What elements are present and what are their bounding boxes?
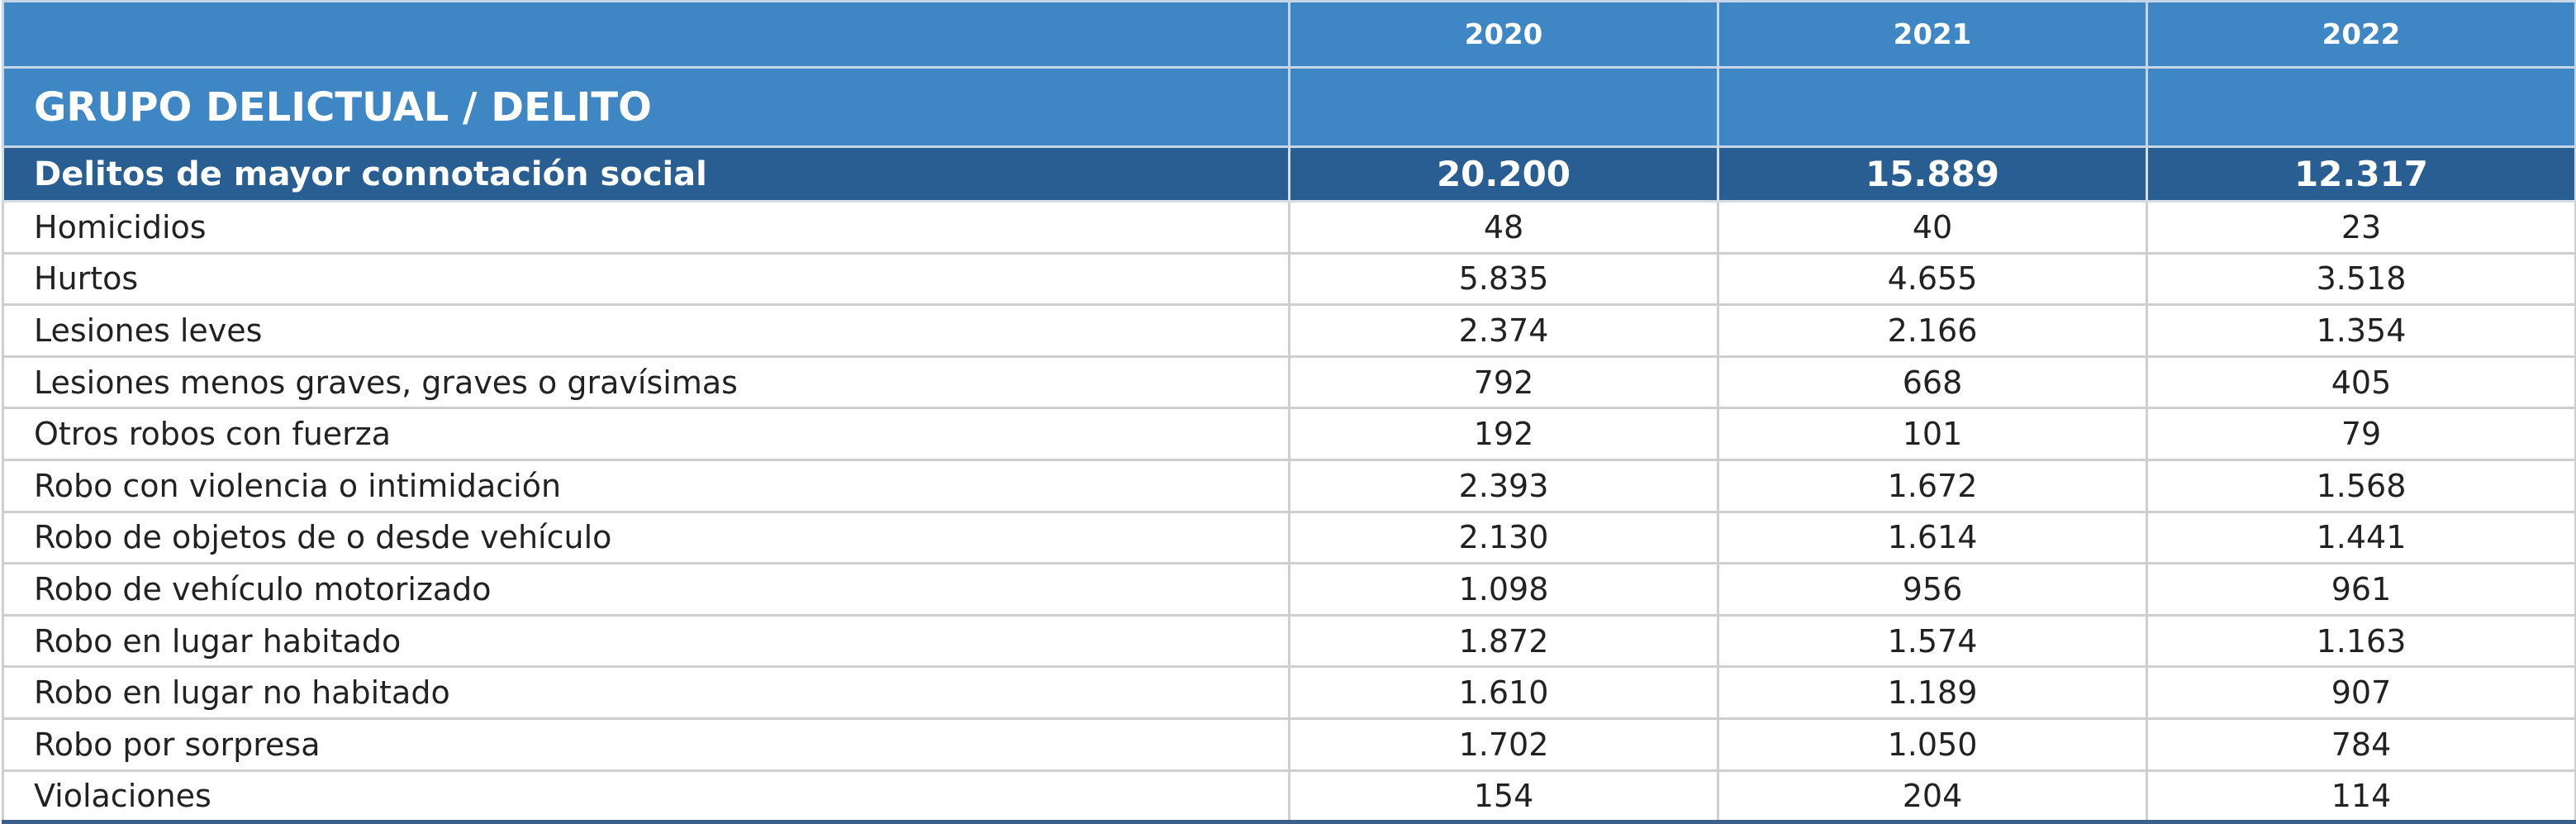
empty-header-cell [2,0,1290,69]
table-row: Hurtos 5.835 4.655 3.518 [2,251,2576,307]
table-row: Lesiones menos graves, graves o gravísim… [2,355,2576,410]
year-header-2020: 2020 [1288,0,1719,69]
group-header-spacer [2146,66,2576,148]
row-value-2022: 784 [2146,717,2576,772]
table-row: Violaciones 154 204 114 [2,769,2576,824]
table-row: Otros robos con fuerza 192 101 79 [2,407,2576,461]
year-header-row: 2020 2021 2022 [2,0,2576,69]
row-value-2020: 1.702 [1288,717,1719,772]
group-header-label: GRUPO DELICTUAL / DELITO [2,66,1290,148]
total-row: Delitos de mayor connotación social 20.2… [2,145,2576,202]
row-label: Lesiones menos graves, graves o gravísim… [2,355,1290,410]
table-row: Lesiones leves 2.374 2.166 1.354 [2,303,2576,358]
row-label: Robo en lugar habitado [2,613,1290,669]
row-label: Robo de vehículo motorizado [2,562,1290,617]
row-value-2022: 1.354 [2146,303,2576,358]
row-value-2020: 2.374 [1288,303,1719,358]
row-value-2020: 154 [1288,769,1719,824]
row-value-2020: 792 [1288,355,1719,410]
year-header-2022: 2022 [2146,0,2576,69]
table-row: Robo con violencia o intimidación 2.393 1.… [2,458,2576,513]
group-header-spacer [1717,66,2148,148]
row-value-2021: 40 [1717,200,2148,255]
total-row-label: Delitos de mayor connotación social [2,145,1290,202]
row-value-2022: 1.163 [2146,613,2576,669]
total-value-2020: 20.200 [1288,145,1719,202]
row-value-2021: 1.574 [1717,613,2148,669]
total-value-2021: 15.889 [1717,145,2148,202]
row-value-2021: 956 [1717,562,2148,617]
row-value-2022: 1.568 [2146,458,2576,513]
table-row: Homicidios 48 40 23 [2,200,2576,255]
row-value-2021: 1.050 [1717,717,2148,772]
table-row: Robo por sorpresa 1.702 1.050 784 [2,717,2576,772]
row-label: Hurtos [2,251,1290,307]
group-header-row: GRUPO DELICTUAL / DELITO [2,66,2576,148]
row-value-2020: 1.610 [1288,665,1719,720]
table-row: Robo en lugar no habitado 1.610 1.189 907 [2,665,2576,720]
row-value-2020: 1.872 [1288,613,1719,669]
row-label: Robo por sorpresa [2,717,1290,772]
table-row: Robo de vehículo motorizado 1.098 956 961 [2,562,2576,617]
row-value-2021: 1.189 [1717,665,2148,720]
row-label: Otros robos con fuerza [2,407,1290,461]
row-value-2020: 2.393 [1288,458,1719,513]
row-value-2021: 4.655 [1717,251,2148,307]
row-value-2021: 204 [1717,769,2148,824]
table-row: Robo de objetos de o desde vehículo 2.130… [2,510,2576,565]
year-header-2021: 2021 [1717,0,2148,69]
row-value-2021: 2.166 [1717,303,2148,358]
row-value-2022: 79 [2146,407,2576,461]
row-value-2021: 1.614 [1717,510,2148,565]
row-value-2022: 907 [2146,665,2576,720]
group-header-spacer [1288,66,1719,148]
table-row: Robo en lugar habitado 1.872 1.574 1.163 [2,613,2576,669]
row-label: Robo con violencia o intimidación [2,458,1290,513]
row-value-2021: 1.672 [1717,458,2148,513]
row-value-2020: 2.130 [1288,510,1719,565]
row-value-2021: 101 [1717,407,2148,461]
row-label: Robo de objetos de o desde vehículo [2,510,1290,565]
row-value-2020: 5.835 [1288,251,1719,307]
row-label: Homicidios [2,200,1290,255]
row-value-2020: 1.098 [1288,562,1719,617]
row-value-2022: 1.441 [2146,510,2576,565]
row-value-2022: 405 [2146,355,2576,410]
total-value-2022: 12.317 [2146,145,2576,202]
row-value-2020: 48 [1288,200,1719,255]
row-value-2022: 114 [2146,769,2576,824]
row-label: Violaciones [2,769,1290,824]
row-label: Robo en lugar no habitado [2,665,1290,720]
row-value-2021: 668 [1717,355,2148,410]
row-value-2022: 3.518 [2146,251,2576,307]
row-value-2020: 192 [1288,407,1719,461]
row-value-2022: 961 [2146,562,2576,617]
row-value-2022: 23 [2146,200,2576,255]
row-label: Lesiones leves [2,303,1290,358]
